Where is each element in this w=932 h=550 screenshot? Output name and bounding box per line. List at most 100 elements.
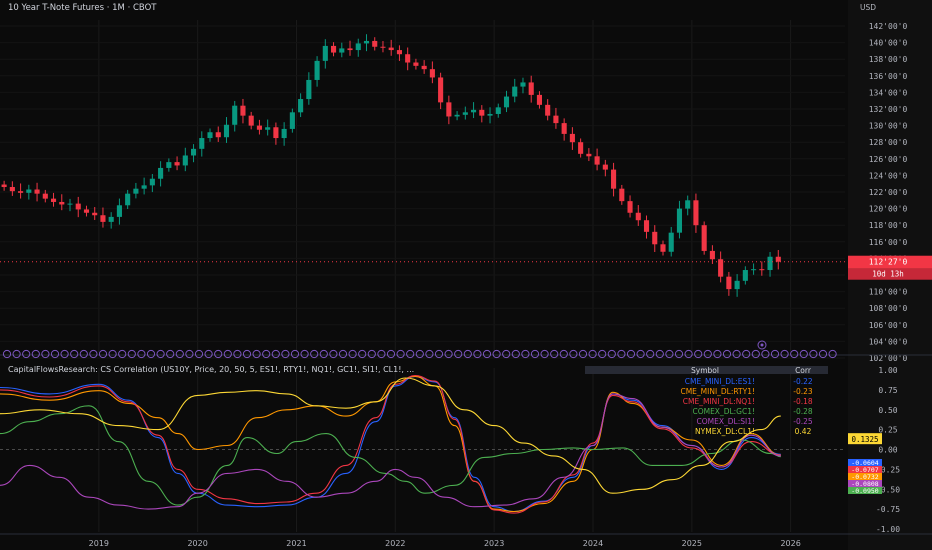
candle [232,105,238,125]
candle [75,203,81,210]
x-tick-label: 2021 [286,539,306,548]
candle [536,94,543,105]
event-marker [578,349,588,359]
legend-symbol: COMEX_DL:SI1! [697,417,755,426]
candle [149,178,155,186]
event-marker [434,349,444,359]
corr-series-line [0,393,781,510]
event-marker [444,349,453,359]
candle [92,212,98,216]
candle [503,96,510,108]
legend-corr-value: -0.25 [793,417,813,426]
event-marker [828,349,837,359]
candle [693,200,699,226]
corr-series-line [0,375,781,514]
event-marker [521,349,530,359]
event-marker [60,349,69,359]
corr-tick-label: 0.00 [878,446,897,455]
event-marker [742,349,751,359]
chart-title: 10 Year T-Note Futures · 1M · CBOT [8,3,157,13]
event-marker [674,349,684,359]
corr-series-line [0,405,781,506]
event-marker [281,349,290,359]
event-marker [118,349,127,359]
candle [34,189,40,194]
x-tick-label: 2026 [780,539,800,548]
event-marker [722,349,732,359]
legend-header-corr: Corr [795,366,812,375]
candle [701,225,707,251]
event-marker [703,349,712,359]
price-tick-label: 108'00'0 [869,304,908,313]
event-marker [137,349,146,359]
corr-tick-label: 0.25 [878,426,897,435]
candle [207,132,213,139]
candle [751,269,757,271]
candle [413,62,419,66]
event-marker [569,349,578,359]
candle [339,48,345,53]
candle [141,185,147,189]
candle [355,43,361,51]
price-tick-label: 128'00'0 [869,138,908,147]
axis-marker-label: 0.1325 [851,435,878,444]
price-tick-label: 106'00'0 [869,321,908,330]
value-badge-label: -0.0950 [851,487,878,495]
candle [322,45,328,61]
event-marker [425,349,434,359]
event-marker [329,349,338,359]
candle [685,200,691,209]
event-marker [598,349,607,359]
candle [289,112,295,129]
event-marker [694,349,703,359]
event-marker [12,349,21,359]
candle [545,104,551,116]
event-marker [770,349,780,359]
candle [676,208,683,233]
legend-header-symbol: Symbol [691,366,719,375]
countdown-label: 10d 13h [872,270,904,279]
price-tick-label: 132'00'0 [869,105,908,114]
event-marker [79,349,88,359]
candle [396,50,402,55]
value-badge [848,480,882,487]
legend-table-header-bg [585,366,828,374]
event-marker [751,349,760,359]
event-marker [204,349,213,359]
event-marker [223,349,232,359]
event-marker [50,349,60,359]
candle [240,105,246,116]
candle [569,133,575,143]
candle [116,205,122,217]
event-marker [271,349,280,359]
event-marker [790,349,799,359]
event-marker [415,349,424,359]
legend-symbol: CME_MINI_DL:RTY1! [680,387,755,396]
candle [1,184,7,188]
last-price-label: 112'27'0 [869,258,908,267]
event-marker [559,349,568,359]
candle [215,132,221,138]
event-marker [463,349,472,359]
candle [512,86,518,97]
event-marker [31,349,40,359]
candle [199,138,205,149]
price-tick-label: 124'00'0 [869,171,908,180]
currency-label: USD [860,3,876,12]
candle [602,164,608,170]
event-marker [511,349,520,359]
corr-series-line [0,375,781,513]
candle [125,193,131,206]
candle [108,216,114,222]
event-marker [156,349,165,359]
event-marker [473,349,482,359]
candle [462,112,468,115]
event-marker [233,349,242,359]
candle [59,201,65,205]
last-price-badge [848,255,932,269]
candle [256,125,262,130]
candle [438,77,444,103]
event-marker [290,349,300,359]
event-marker [386,349,396,359]
